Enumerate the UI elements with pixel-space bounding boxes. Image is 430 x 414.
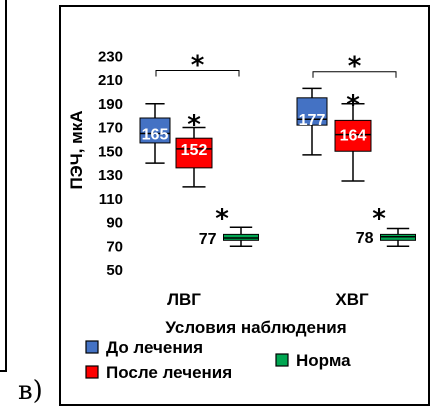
legend-item: Норма	[275, 351, 351, 370]
y-tick-label: 210	[98, 72, 123, 89]
median-data-label: 77	[199, 231, 217, 248]
y-tick-label: 190	[98, 96, 123, 113]
significance-bracket	[155, 70, 240, 77]
y-tick-label: 90	[106, 215, 123, 232]
y-axis-title: ПЭЧ, мкА	[67, 110, 86, 189]
x-category-labels: ЛВГ ХВГ	[167, 290, 369, 309]
box-0-0: 165	[139, 103, 171, 164]
y-tick-labels: 50 70 90 110 130 150 170 190 210 230	[98, 48, 123, 279]
box-body	[175, 137, 213, 169]
legend-item: До лечения	[85, 338, 203, 357]
legend-item: После лечения	[85, 363, 232, 382]
significance-bracket	[312, 71, 397, 78]
legend: До лечения После лечения Норма	[85, 338, 351, 382]
significance-star: *	[191, 51, 205, 81]
significance-star: *	[215, 204, 229, 234]
box-body	[296, 97, 328, 126]
x-axis-title: Условия наблюдения	[165, 318, 346, 337]
y-tick-label: 50	[106, 262, 123, 279]
box-2-1: 78	[356, 227, 416, 247]
significance-star: *	[372, 204, 386, 234]
legend-label: До лечения	[106, 338, 203, 357]
box-body	[139, 117, 171, 144]
box-2-0: 77	[199, 226, 259, 248]
median-data-label: 78	[356, 230, 374, 247]
significance-star: *	[346, 90, 360, 120]
legend-swatch	[85, 340, 99, 354]
y-tick-label: 110	[99, 191, 123, 208]
median-data-label: 164	[340, 128, 367, 145]
median-data-label: 177	[299, 112, 326, 129]
significance-star: *	[348, 52, 362, 82]
box-body	[334, 119, 372, 152]
x-category-label: ЛВГ	[167, 290, 201, 309]
legend-label: Норма	[296, 351, 351, 370]
box-1-1: 164	[334, 103, 372, 182]
median-data-label: 165	[142, 126, 169, 143]
y-tick-label: 230	[98, 48, 123, 65]
x-category-label: ХВГ	[335, 290, 369, 309]
box-1-0: 152	[175, 126, 213, 188]
significance-annotations: * * * * * *	[155, 51, 397, 234]
legend-swatch	[275, 353, 289, 367]
median-data-label: 152	[181, 142, 208, 159]
left-panel-frame-edge	[0, 0, 7, 372]
legend-label: После лечения	[106, 363, 232, 382]
panel-label: в)	[18, 376, 43, 406]
box-0-1: 177	[296, 87, 328, 156]
legend-swatch	[85, 365, 99, 379]
y-tick-label: 150	[98, 143, 123, 160]
box-series: 165 177 152 164 77 78	[139, 87, 416, 248]
significance-star: *	[187, 110, 201, 140]
y-tick-label: 170	[98, 120, 123, 137]
y-tick-label: 130	[98, 167, 123, 184]
y-tick-label: 70	[106, 238, 123, 255]
chart-frame	[59, 5, 430, 406]
